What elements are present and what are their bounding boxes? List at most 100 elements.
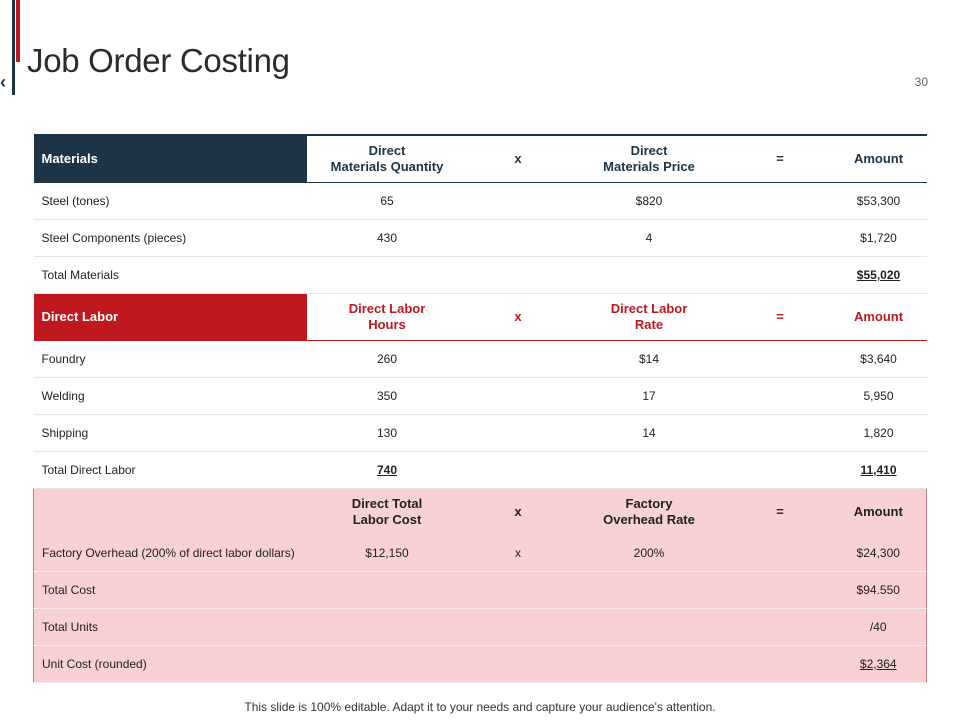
overhead-header-cell: Direct Total Labor Cost (306, 488, 468, 535)
table-cell: $3,640 (830, 340, 927, 378)
table-cell: 430 (306, 219, 468, 257)
page-number: 30 (914, 75, 928, 89)
overhead-header-row: Direct Total Labor Cost x Factory Overhead… (33, 488, 927, 535)
table-cell (306, 256, 468, 294)
table-cell (467, 414, 569, 452)
table-cell (729, 535, 831, 572)
table-cell (568, 608, 730, 646)
table-cell (467, 571, 569, 609)
table-cell (729, 377, 831, 415)
table-cell: 260 (306, 340, 468, 378)
table-cell (467, 608, 569, 646)
table-row: Steel (tones) 65 $820 $53,300 (33, 182, 927, 220)
table-cell: $94.550 (830, 571, 927, 609)
materials-header-cell: = (776, 151, 784, 166)
table-cell (729, 256, 831, 294)
materials-header-cell: x (514, 151, 522, 166)
table-cell: $24,300 (830, 535, 927, 572)
table-cell: Steel (tones) (33, 182, 307, 220)
direct-labor-header-cell: Direct Labor Rate (610, 301, 688, 332)
table-cell: 740 (306, 451, 468, 489)
footer-text: This slide is 100% editable. Adapt it to… (244, 700, 716, 714)
table-row: Steel Components (pieces) 430 4 $1,720 (33, 219, 927, 257)
table-cell (306, 571, 468, 609)
table-cell (729, 645, 831, 683)
table-cell (306, 608, 468, 646)
table-cell: Factory Overhead (200% of direct labor d… (33, 535, 307, 572)
table-cell: 11,410 (830, 451, 927, 489)
table-cell: 1,820 (830, 414, 927, 452)
table-cell (568, 256, 730, 294)
table-cell: $820 (568, 182, 730, 220)
table-cell: 5,950 (830, 377, 927, 415)
table-cell: 65 (306, 182, 468, 220)
accent-bar-red (16, 0, 20, 62)
table-cell (467, 377, 569, 415)
table-cell: Shipping (33, 414, 307, 452)
direct-labor-header-cell: Direct Labor (33, 293, 307, 341)
table-cell (568, 571, 730, 609)
table-row: Total Materials $55,020 (33, 256, 927, 294)
table-cell: Unit Cost (rounded) (33, 645, 307, 683)
direct-labor-header-cell: Direct Labor Hours (348, 301, 426, 332)
direct-labor-section: Direct Labor Direct Labor Hours x Direct La… (33, 293, 927, 489)
table-cell: 14 (568, 414, 730, 452)
table-row: Factory Overhead (200% of direct labor d… (33, 535, 927, 572)
overhead-header-cell: x (467, 488, 569, 535)
table-cell (729, 219, 831, 257)
table-cell: 17 (568, 377, 730, 415)
table-cell (467, 219, 569, 257)
direct-labor-header-cell: x (514, 309, 522, 324)
table-cell: Welding (33, 377, 307, 415)
table-cell (729, 608, 831, 646)
accent-bar-navy (12, 0, 15, 95)
table-cell: Total Units (33, 608, 307, 646)
table-row: Total Cost $94.550 (33, 571, 927, 609)
table-cell (467, 340, 569, 378)
table-row: Unit Cost (rounded) $2,364 (33, 645, 927, 683)
table-cell (729, 340, 831, 378)
table-cell: /40 (830, 608, 927, 646)
page-title: Job Order Costing (27, 42, 290, 79)
direct-labor-header-cell: = (776, 309, 784, 324)
table-cell (306, 645, 468, 683)
table-cell: 200% (568, 535, 730, 572)
overhead-section: Direct Total Labor Cost x Factory Overhead… (33, 488, 927, 683)
direct-labor-header-cell: Amount (853, 309, 904, 324)
table-cell (467, 645, 569, 683)
table-row: Welding 350 17 5,950 (33, 377, 927, 415)
table-cell: $53,300 (830, 182, 927, 220)
materials-header-cell: Direct Materials Price (603, 143, 695, 174)
chevron-left-icon[interactable]: ‹ (0, 72, 6, 92)
table-row: Foundry 260 $14 $3,640 (33, 340, 927, 378)
costing-table-container: Materials Direct Materials Quantity x Direc… (33, 134, 927, 683)
direct-labor-header-row: Direct Labor Direct Labor Hours x Direct La… (33, 293, 927, 341)
materials-header-cell: Amount (853, 151, 904, 166)
overhead-header-cell (33, 488, 307, 535)
table-row: Total Units/40 (33, 608, 927, 646)
table-cell (729, 571, 831, 609)
materials-header-row: Materials Direct Materials Quantity x Direc… (33, 135, 927, 183)
materials-header-cell: Direct Materials Quantity (330, 143, 444, 174)
table-cell: $2,364 (830, 645, 927, 683)
table-row: Shipping 130 14 1,820 (33, 414, 927, 452)
table-cell: Total Materials (33, 256, 307, 294)
table-row: Total Direct Labor 740 11,410 (33, 451, 927, 489)
costing-table: Materials Direct Materials Quantity x Direc… (33, 134, 927, 683)
materials-section: Materials Direct Materials Quantity x Direc… (33, 135, 927, 294)
table-cell (467, 256, 569, 294)
table-cell: $55,020 (830, 256, 927, 294)
materials-header-cell: Materials (33, 135, 307, 183)
table-cell: Steel Components (pieces) (33, 219, 307, 257)
table-cell (568, 451, 730, 489)
overhead-header-cell: = (729, 488, 831, 535)
table-cell: Foundry (33, 340, 307, 378)
table-cell: Total Cost (33, 571, 307, 609)
table-cell: $12,150 (306, 535, 468, 572)
overhead-header-cell: Amount (830, 488, 927, 535)
table-cell: x (467, 535, 569, 572)
table-cell (568, 645, 730, 683)
table-cell: $14 (568, 340, 730, 378)
table-cell: 4 (568, 219, 730, 257)
table-cell (729, 451, 831, 489)
